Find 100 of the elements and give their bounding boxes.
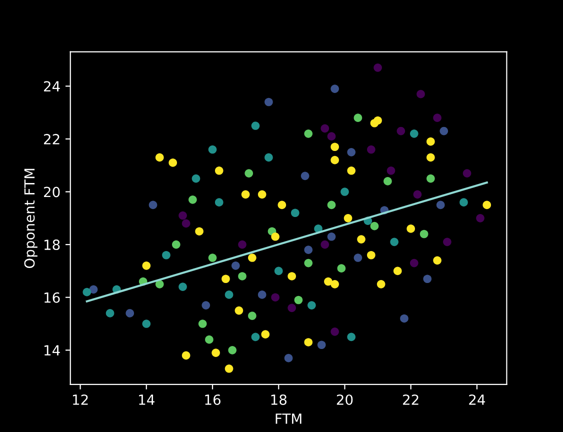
point: [271, 293, 280, 302]
point: [271, 232, 280, 241]
point: [172, 240, 180, 249]
point: [168, 158, 178, 167]
point: [436, 200, 445, 210]
point: [347, 332, 356, 342]
point: [148, 200, 158, 210]
point: [462, 169, 472, 178]
point: [224, 364, 234, 373]
point: [327, 132, 336, 140]
point: [178, 282, 187, 291]
point: [347, 148, 356, 156]
point: [443, 238, 452, 246]
point: [222, 274, 230, 284]
point: [195, 227, 204, 236]
point: [192, 174, 200, 183]
point: [142, 320, 151, 328]
point: [155, 280, 164, 288]
point: [330, 328, 339, 336]
x-tick-label: 24: [469, 394, 486, 405]
point: [231, 262, 240, 270]
point: [476, 214, 484, 222]
x-tick-label: 16: [205, 394, 220, 405]
point: [208, 145, 217, 154]
point: [416, 90, 425, 98]
point: [294, 296, 303, 304]
point: [317, 340, 326, 350]
point: [370, 222, 379, 230]
point: [357, 235, 366, 244]
point: [300, 172, 310, 180]
point: [224, 290, 234, 299]
point: [208, 254, 217, 262]
point: [238, 240, 246, 249]
point: [426, 153, 435, 162]
point: [304, 258, 313, 268]
x-tick-label: 20: [336, 394, 353, 405]
point: [274, 266, 283, 276]
point: [182, 219, 190, 228]
point: [264, 98, 273, 106]
point: [460, 198, 468, 206]
point: [347, 166, 356, 175]
y-tick-label: 18: [44, 240, 60, 250]
point: [248, 312, 256, 320]
point: [212, 348, 220, 357]
point: [251, 122, 260, 130]
point: [410, 258, 418, 268]
point: [327, 232, 336, 241]
x-axis-title: FTM: [276, 414, 302, 424]
x-tick-label: 22: [403, 394, 418, 405]
point: [258, 290, 266, 299]
point: [290, 208, 300, 218]
point: [248, 254, 256, 262]
point: [304, 246, 313, 254]
point: [288, 272, 296, 280]
point: [327, 200, 336, 210]
point: [330, 142, 339, 152]
x-tick-label: 14: [139, 394, 154, 405]
point: [241, 190, 250, 199]
point: [413, 190, 422, 199]
point: [410, 130, 418, 138]
point: [155, 153, 164, 162]
point: [426, 137, 435, 146]
point: [386, 166, 396, 175]
point: [284, 354, 293, 362]
point: [324, 277, 332, 286]
point: [337, 264, 346, 272]
point: [126, 309, 134, 318]
point: [89, 285, 98, 294]
point: [376, 280, 386, 288]
point: [238, 272, 246, 280]
point: [433, 114, 442, 122]
point: [433, 256, 442, 265]
point: [278, 200, 286, 210]
point: [367, 145, 376, 154]
y-tick-label: 16: [44, 292, 60, 303]
point: [390, 238, 398, 246]
point: [106, 309, 114, 318]
point: [320, 124, 330, 133]
y-tick-label: 24: [44, 81, 60, 92]
point: [142, 262, 151, 270]
y-tick-label: 22: [44, 134, 60, 144]
y-tick-label: 20: [44, 186, 60, 198]
point: [251, 332, 260, 342]
point: [244, 169, 254, 178]
point: [420, 230, 428, 238]
point: [320, 240, 330, 249]
point: [396, 126, 406, 136]
x-tick-label: 18: [271, 394, 287, 405]
point: [440, 126, 448, 136]
point: [330, 156, 339, 164]
point: [423, 274, 432, 284]
y-tick-label: 14: [44, 345, 60, 356]
point: [354, 254, 362, 262]
point: [214, 198, 224, 206]
point: [258, 190, 266, 199]
point: [304, 338, 313, 346]
point: [214, 166, 224, 175]
point: [340, 188, 349, 196]
point: [384, 177, 392, 186]
point: [406, 224, 416, 233]
